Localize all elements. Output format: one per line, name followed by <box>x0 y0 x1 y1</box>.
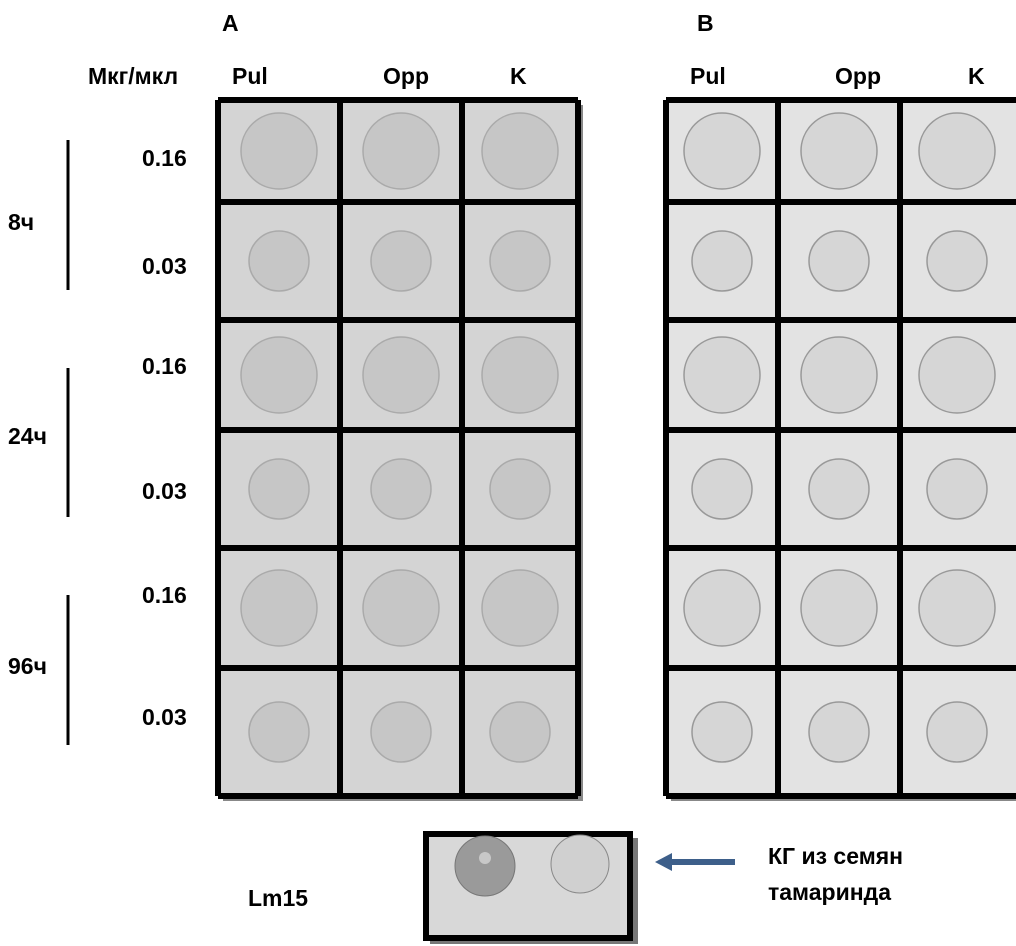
dot-center <box>479 852 491 864</box>
dot <box>692 702 752 762</box>
dot <box>684 113 760 189</box>
time-label: 8ч <box>8 209 34 235</box>
dot <box>927 231 987 291</box>
arrow-head <box>655 853 672 871</box>
dot <box>801 570 877 646</box>
row-header: Мкг/мкл <box>88 63 178 89</box>
dot <box>249 231 309 291</box>
control-note: КГ из семян <box>768 843 903 869</box>
dot <box>809 231 869 291</box>
control-note: тамаринда <box>768 879 891 905</box>
dot <box>363 570 439 646</box>
time-label: 24ч <box>8 423 47 449</box>
dot <box>482 337 558 413</box>
column-header: K <box>510 63 527 89</box>
dot <box>490 459 550 519</box>
column-header: Pul <box>690 63 726 89</box>
dot <box>249 702 309 762</box>
dot <box>809 459 869 519</box>
concentration-label: 0.03 <box>142 253 187 279</box>
column-header: Pul <box>232 63 268 89</box>
dot <box>919 570 995 646</box>
time-label: 96ч <box>8 653 47 679</box>
dot <box>371 702 431 762</box>
panel-label: B <box>697 10 714 36</box>
dot <box>919 113 995 189</box>
dot <box>482 113 558 189</box>
panel-label: A <box>222 10 239 36</box>
dot <box>241 113 317 189</box>
dot <box>692 459 752 519</box>
dot <box>801 113 877 189</box>
dot <box>684 570 760 646</box>
dot <box>551 835 609 893</box>
dot <box>809 702 869 762</box>
dot <box>490 702 550 762</box>
dot <box>801 337 877 413</box>
column-header: Opp <box>835 63 881 89</box>
dot <box>371 459 431 519</box>
dot <box>684 337 760 413</box>
concentration-label: 0.16 <box>142 353 187 379</box>
concentration-label: 0.03 <box>142 704 187 730</box>
dot <box>919 337 995 413</box>
column-header: K <box>968 63 985 89</box>
dot <box>490 231 550 291</box>
dot <box>371 231 431 291</box>
concentration-label: 0.16 <box>142 582 187 608</box>
dot <box>363 113 439 189</box>
dot <box>482 570 558 646</box>
concentration-label: 0.16 <box>142 145 187 171</box>
dot <box>241 337 317 413</box>
dot <box>455 836 515 896</box>
column-header: Opp <box>383 63 429 89</box>
dot <box>927 702 987 762</box>
dot <box>363 337 439 413</box>
dot <box>927 459 987 519</box>
concentration-label: 0.03 <box>142 478 187 504</box>
figure: Мкг/мкл Lm15 КГ из семян тамаринда A Pul O… <box>0 0 1016 946</box>
dot <box>692 231 752 291</box>
control-label: Lm15 <box>248 885 308 911</box>
dot <box>241 570 317 646</box>
dot <box>249 459 309 519</box>
